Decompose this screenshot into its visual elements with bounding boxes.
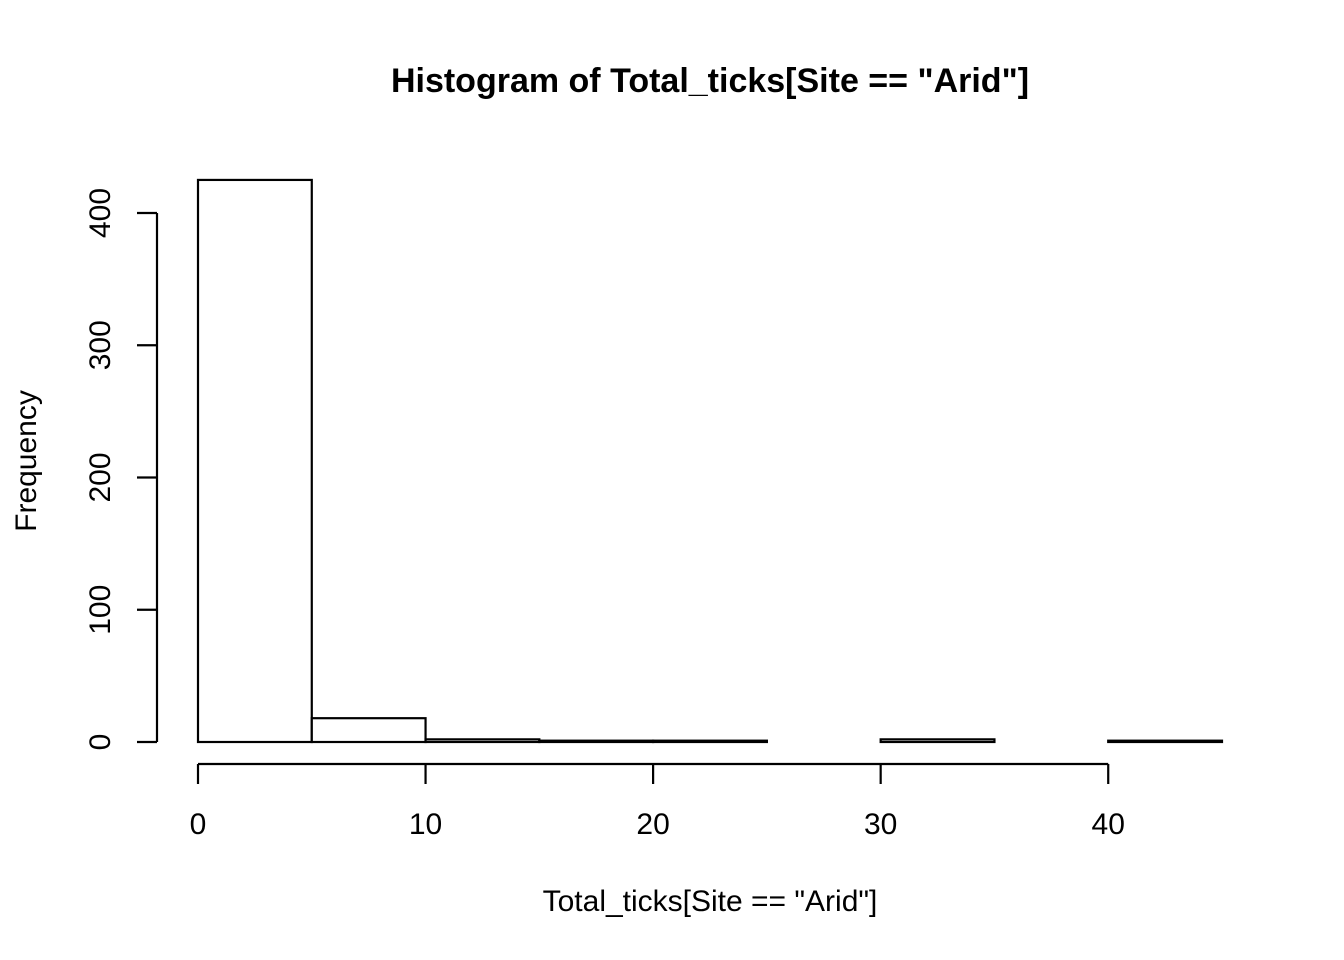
histogram-bar (538, 739, 655, 744)
histogram-bar (310, 717, 427, 744)
histogram-bar (879, 738, 996, 744)
y-tick-label: 300 (84, 320, 117, 370)
y-axis-label: Frequency (10, 390, 43, 532)
x-tick-label: 20 (636, 808, 669, 841)
x-axis: 0 10 20 30 40 (190, 762, 1125, 841)
histogram-bar (1107, 739, 1224, 744)
y-tick-label: 400 (84, 188, 117, 238)
x-axis-label: Total_ticks[Site == "Arid"] (543, 885, 878, 918)
histogram-bar (652, 739, 768, 744)
y-tick-label: 200 (84, 452, 117, 502)
x-tick-label: 10 (409, 808, 442, 841)
histogram-bar (424, 738, 541, 744)
x-tick-label: 40 (1092, 808, 1125, 841)
y-axis: 0 100 200 300 400 (84, 188, 159, 751)
histogram-bar (196, 178, 313, 744)
y-tick-label: 100 (84, 585, 117, 635)
x-tick-label: 30 (864, 808, 897, 841)
x-tick-label: 0 (190, 808, 207, 841)
bars-group (196, 178, 1224, 744)
y-tick-label: 0 (84, 734, 117, 751)
chart-title: Histogram of Total_ticks[Site == "Arid"] (391, 62, 1029, 100)
